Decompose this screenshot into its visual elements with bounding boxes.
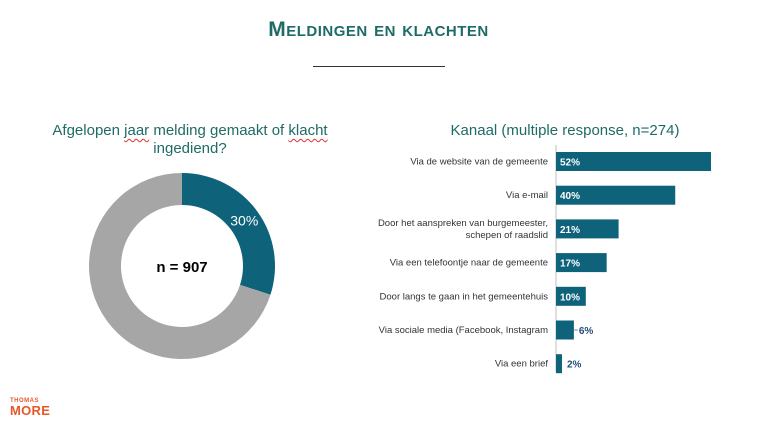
bar-category-label: Door langs te gaan in het gemeentehuis	[380, 291, 549, 302]
bar-chart-title: Kanaal (multiple response, n=274)	[450, 122, 680, 139]
bar-category-label: schepen of raadslid	[466, 230, 548, 241]
donut-title-part: Afgelopen	[52, 122, 125, 139]
donut-title-part: melding gemaakt of	[149, 122, 289, 139]
donut-slice	[182, 173, 275, 295]
bar-value-label: 6%	[579, 326, 594, 337]
bar	[556, 253, 607, 273]
title-divider	[313, 66, 445, 67]
donut-title-part: jaar	[124, 122, 150, 139]
bar-value-label: 52%	[560, 158, 580, 169]
bar-value-label: 10%	[560, 292, 580, 303]
logo-line-1: THOMAS	[10, 398, 39, 404]
donut-center-label: n = 907	[156, 259, 207, 276]
bar	[556, 219, 619, 239]
bar-category-label: Via een telefoontje naar de gemeente	[390, 258, 548, 269]
bar-value-label: 21%	[560, 225, 580, 236]
logo-line-2: MORE	[10, 403, 51, 418]
slide-title: Meldingen en klachten	[268, 18, 489, 41]
donut-slice	[88, 173, 271, 359]
bar-category-label: Via e-mail	[506, 190, 548, 201]
donut-title-part: ingediend?	[153, 140, 227, 157]
bar	[556, 185, 676, 205]
bar-value-label: 40%	[560, 191, 580, 202]
donut-chart-title: Afgelopen jaar melding gemaakt of klacht…	[40, 122, 340, 158]
bar-category-label: Via de website van de gemeente	[410, 157, 548, 168]
bar-value-label: 17%	[560, 259, 580, 270]
bar	[556, 286, 586, 306]
bar-value-label: 2%	[567, 360, 582, 371]
bar-category-label: Via een brief	[495, 359, 549, 370]
bar	[556, 320, 574, 340]
bar-category-label: Via sociale media (Facebook, Instagram	[379, 325, 548, 336]
bar	[556, 354, 562, 374]
donut-title-part: klacht	[288, 122, 328, 139]
donut-slice-label: 30%	[230, 213, 258, 229]
bar-category-label: Door het aanspreken van burgemeester,	[378, 218, 548, 229]
bar	[556, 152, 711, 171]
thomas-more-logo: THOMAS MORE	[10, 398, 50, 417]
